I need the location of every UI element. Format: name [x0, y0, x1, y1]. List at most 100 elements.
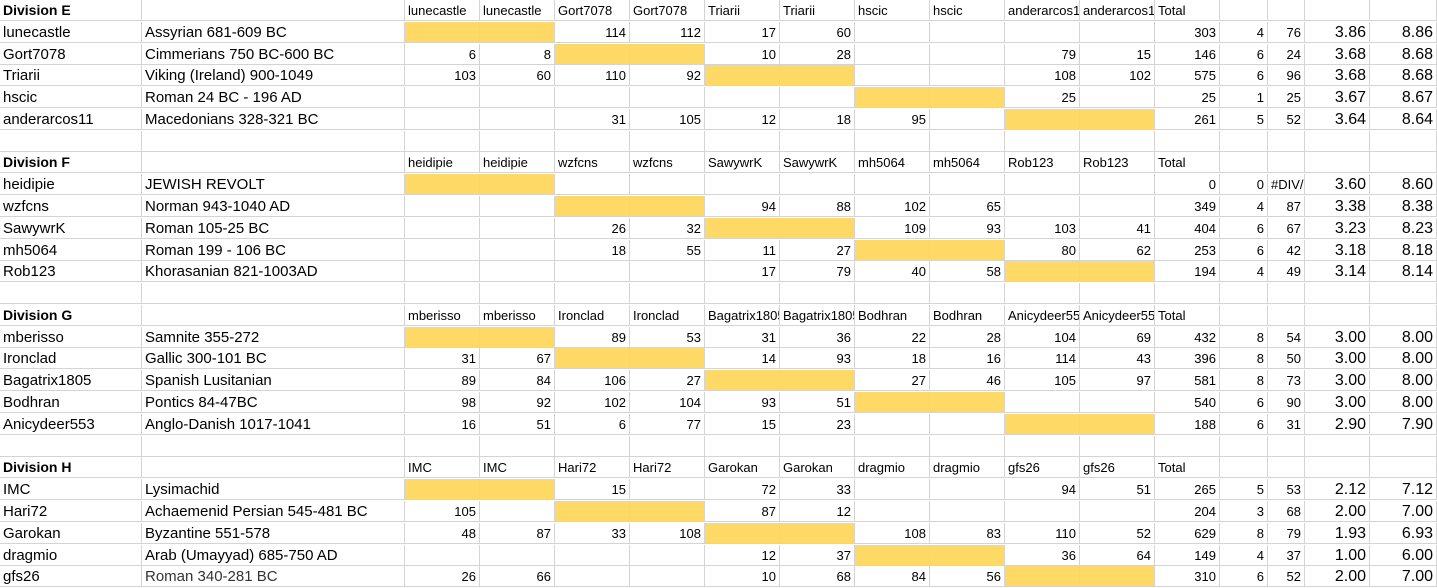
- rating-cell[interactable]: 3.64: [1305, 108, 1370, 130]
- army-name[interactable]: Khorasanian 821-1003AD: [142, 261, 405, 283]
- score-cell[interactable]: 106: [555, 370, 630, 392]
- empty-cell[interactable]: [142, 130, 405, 152]
- score-cell[interactable]: 93: [930, 217, 1005, 239]
- self-match-cell[interactable]: [405, 21, 480, 43]
- score-cell[interactable]: [930, 21, 1005, 43]
- points-cell[interactable]: 7.12: [1370, 479, 1437, 501]
- rating-cell[interactable]: 3.60: [1305, 174, 1370, 196]
- division-title[interactable]: Division H: [0, 457, 142, 479]
- empty-cell[interactable]: [1305, 152, 1370, 174]
- score-cell[interactable]: [1080, 500, 1155, 522]
- score-cell[interactable]: 93: [705, 392, 780, 414]
- score-cell[interactable]: 105: [1005, 370, 1080, 392]
- score-cell[interactable]: 16: [930, 348, 1005, 370]
- score-cell[interactable]: [1080, 174, 1155, 196]
- points-cell[interactable]: 8.64: [1370, 108, 1437, 130]
- points-cell[interactable]: 8.18: [1370, 239, 1437, 261]
- average-cell[interactable]: 24: [1268, 43, 1305, 65]
- games-cell[interactable]: 4: [1220, 261, 1268, 283]
- column-header[interactable]: mberisso: [405, 304, 480, 326]
- score-cell[interactable]: [480, 217, 555, 239]
- score-cell[interactable]: 103: [1005, 217, 1080, 239]
- empty-cell[interactable]: [1268, 457, 1305, 479]
- empty-cell[interactable]: [1155, 130, 1220, 152]
- score-cell[interactable]: 15: [1080, 43, 1155, 65]
- column-header[interactable]: anderarcos1: [1080, 0, 1155, 21]
- column-header[interactable]: heidipie: [480, 152, 555, 174]
- score-cell[interactable]: 26: [405, 566, 480, 588]
- total-cell[interactable]: 265: [1155, 479, 1220, 501]
- empty-cell[interactable]: [1370, 152, 1437, 174]
- self-match-cell[interactable]: [630, 348, 705, 370]
- column-header[interactable]: wzfcns: [555, 152, 630, 174]
- column-header[interactable]: Hari72: [630, 457, 705, 479]
- self-match-cell[interactable]: [1005, 261, 1080, 283]
- average-cell[interactable]: 76: [1268, 21, 1305, 43]
- rating-cell[interactable]: 3.18: [1305, 239, 1370, 261]
- player-name[interactable]: Triarii: [0, 65, 142, 87]
- column-header[interactable]: Anicydeer553: [1005, 304, 1080, 326]
- column-header[interactable]: Total: [1155, 0, 1220, 21]
- score-cell[interactable]: 56: [930, 566, 1005, 588]
- score-cell[interactable]: 68: [780, 566, 855, 588]
- army-name[interactable]: Norman 943-1040 AD: [142, 196, 405, 218]
- score-cell[interactable]: 36: [780, 326, 855, 348]
- points-cell[interactable]: 6.00: [1370, 544, 1437, 566]
- score-cell[interactable]: 23: [780, 413, 855, 435]
- score-cell[interactable]: [780, 87, 855, 109]
- empty-cell[interactable]: [0, 283, 142, 305]
- points-cell[interactable]: 8.14: [1370, 261, 1437, 283]
- score-cell[interactable]: 108: [855, 522, 930, 544]
- column-header[interactable]: Rob123: [1080, 152, 1155, 174]
- points-cell[interactable]: 8.23: [1370, 217, 1437, 239]
- score-cell[interactable]: 108: [630, 522, 705, 544]
- empty-cell[interactable]: [1220, 457, 1268, 479]
- rating-cell[interactable]: 2.00: [1305, 566, 1370, 588]
- player-name[interactable]: hscic: [0, 87, 142, 109]
- empty-cell[interactable]: [555, 435, 630, 457]
- empty-cell[interactable]: [1155, 283, 1220, 305]
- score-cell[interactable]: [630, 174, 705, 196]
- self-match-cell[interactable]: [630, 196, 705, 218]
- empty-cell[interactable]: [705, 130, 780, 152]
- player-name[interactable]: Hari72: [0, 500, 142, 522]
- score-cell[interactable]: [855, 174, 930, 196]
- empty-cell[interactable]: [405, 283, 480, 305]
- score-cell[interactable]: 6: [555, 413, 630, 435]
- score-cell[interactable]: 84: [480, 370, 555, 392]
- score-cell[interactable]: 10: [705, 566, 780, 588]
- empty-cell[interactable]: [1305, 130, 1370, 152]
- army-name[interactable]: Roman 24 BC - 196 AD: [142, 87, 405, 109]
- score-cell[interactable]: 79: [780, 261, 855, 283]
- rating-cell[interactable]: 3.68: [1305, 43, 1370, 65]
- score-cell[interactable]: 94: [1005, 479, 1080, 501]
- empty-cell[interactable]: [142, 152, 405, 174]
- score-cell[interactable]: 97: [1080, 370, 1155, 392]
- score-cell[interactable]: [630, 566, 705, 588]
- self-match-cell[interactable]: [555, 500, 630, 522]
- player-name[interactable]: Anicydeer553: [0, 413, 142, 435]
- empty-cell[interactable]: [930, 283, 1005, 305]
- score-cell[interactable]: 27: [780, 239, 855, 261]
- score-cell[interactable]: [1005, 500, 1080, 522]
- score-cell[interactable]: 65: [930, 196, 1005, 218]
- score-cell[interactable]: [555, 261, 630, 283]
- empty-cell[interactable]: [930, 435, 1005, 457]
- score-cell[interactable]: [630, 479, 705, 501]
- points-cell[interactable]: 8.00: [1370, 326, 1437, 348]
- self-match-cell[interactable]: [1080, 108, 1155, 130]
- score-cell[interactable]: 79: [1005, 43, 1080, 65]
- empty-cell[interactable]: [705, 283, 780, 305]
- score-cell[interactable]: 114: [1005, 348, 1080, 370]
- rating-cell[interactable]: 3.00: [1305, 392, 1370, 414]
- score-cell[interactable]: 87: [480, 522, 555, 544]
- games-cell[interactable]: 8: [1220, 522, 1268, 544]
- empty-cell[interactable]: [1220, 304, 1268, 326]
- empty-cell[interactable]: [1370, 283, 1437, 305]
- empty-cell[interactable]: [555, 130, 630, 152]
- score-cell[interactable]: [405, 217, 480, 239]
- self-match-cell[interactable]: [480, 326, 555, 348]
- points-cell[interactable]: 8.00: [1370, 370, 1437, 392]
- self-match-cell[interactable]: [480, 479, 555, 501]
- empty-cell[interactable]: [1370, 130, 1437, 152]
